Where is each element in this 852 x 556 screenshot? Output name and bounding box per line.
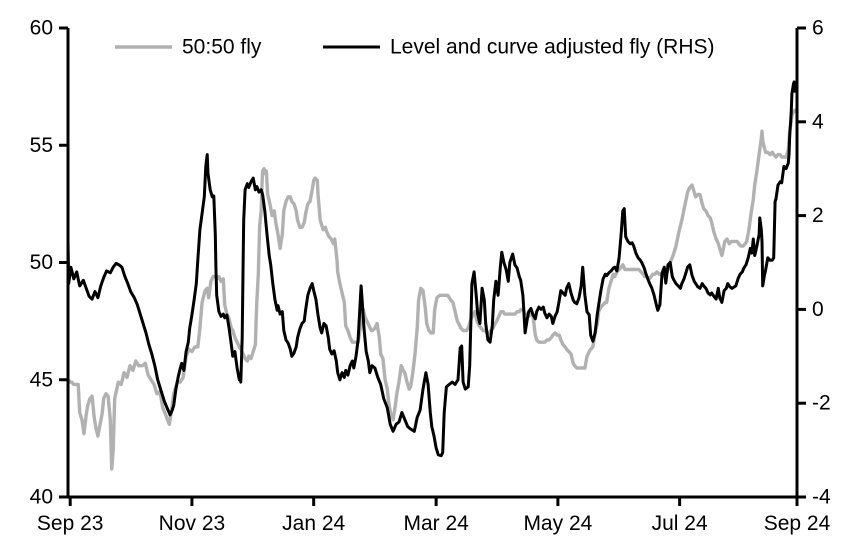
right-axis-tick-label: 2 xyxy=(812,204,824,227)
x-axis-tick-label: Nov 23 xyxy=(159,512,226,535)
x-axis-tick-label: Sep 23 xyxy=(37,512,104,535)
left-axis-tick-label: 50 xyxy=(30,251,53,274)
x-axis-tick-label: Mar 24 xyxy=(403,512,469,535)
x-axis-tick-label: Jul 24 xyxy=(652,512,708,535)
right-axis-tick-label: 4 xyxy=(812,110,824,133)
right-axis-tick-label: -2 xyxy=(812,392,831,415)
right-axis-tick-label: 6 xyxy=(812,17,824,40)
right-axis-tick-label: 0 xyxy=(812,298,824,321)
right-axis-tick-label: -4 xyxy=(812,486,831,509)
x-axis-tick-label: May 24 xyxy=(523,512,592,535)
left-axis-tick-label: 60 xyxy=(30,17,53,40)
legend-label: Level and curve adjusted fly (RHS) xyxy=(390,36,715,59)
left-axis-tick-label: 45 xyxy=(30,368,53,391)
left-axis-tick-label: 40 xyxy=(30,486,53,509)
x-axis-tick-label: Jan 24 xyxy=(282,512,345,535)
left-axis-tick-label: 55 xyxy=(30,134,53,157)
series-line-level-curve-adjusted-fly xyxy=(66,80,799,458)
series-line-50-50-fly xyxy=(66,108,799,471)
x-axis-tick-label: Sep 24 xyxy=(764,512,831,535)
legend-label: 50:50 fly xyxy=(182,36,262,59)
